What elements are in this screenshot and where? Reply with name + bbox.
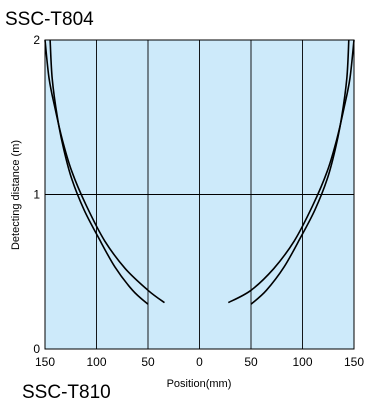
y-tick-label: 2 [33, 33, 40, 47]
x-tick-label: 150 [35, 355, 55, 369]
next-chart-title: SSC-T810 [22, 382, 111, 403]
x-axis-label: Position(mm) [167, 378, 232, 390]
x-tick-label: 50 [141, 355, 155, 369]
series-line-3 [250, 39, 350, 305]
series-line-1 [49, 39, 149, 305]
y-axis-label: Detecting distance (m) [10, 140, 22, 250]
y-tick-label: 0 [33, 342, 40, 356]
series-line-2 [44, 39, 165, 304]
series-line-4 [227, 39, 355, 304]
curves [44, 39, 355, 305]
x-tick-label: 150 [344, 355, 364, 369]
x-tick-label: 100 [292, 355, 312, 369]
x-tick-label: 100 [86, 355, 106, 369]
y-tick-label: 1 [33, 188, 40, 202]
x-tick-label: 0 [196, 355, 203, 369]
chart-title: SSC-T804 [5, 9, 94, 30]
grid-lines [45, 40, 354, 349]
x-tick-label: 50 [244, 355, 258, 369]
